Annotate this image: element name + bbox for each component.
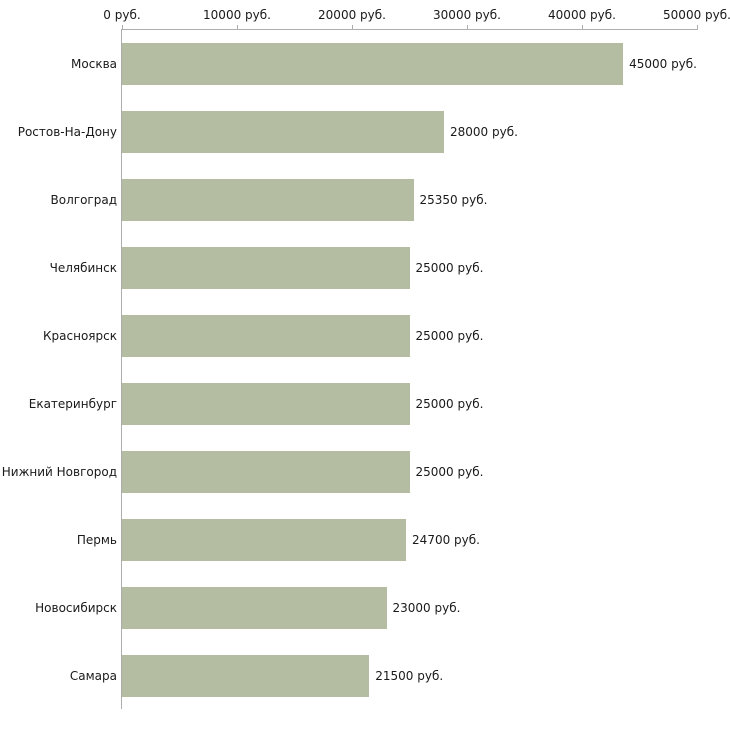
x-axis-tick-label: 10000 руб. <box>203 8 271 22</box>
x-axis-tick-label: 50000 руб. <box>663 8 730 22</box>
value-label: 25000 руб. <box>415 329 484 343</box>
category-label: Новосибирск <box>35 601 117 615</box>
category-label: Москва <box>71 57 117 71</box>
category-label: Екатеринбург <box>28 397 117 411</box>
bar-row: Ростов-На-Дону 28000 руб. <box>18 98 697 166</box>
bar-rows: Москва 45000 руб. Ростов-На-Дону 28000 руб.… <box>2 30 697 710</box>
bar <box>122 383 410 425</box>
bar <box>122 655 370 697</box>
bar <box>122 179 414 221</box>
bar <box>122 43 624 85</box>
category-label: Пермь <box>76 533 117 547</box>
category-label: Красноярск <box>43 329 117 343</box>
bar <box>122 587 387 629</box>
category-label: Волгоград <box>50 193 117 207</box>
x-axis-tick-mark <box>352 25 353 30</box>
bar-row: Волгоград 25350 руб. <box>51 166 697 234</box>
bar-row: Нижний Новгород 25000 руб. <box>2 438 697 506</box>
bar-row: Челябинск 25000 руб. <box>50 234 697 302</box>
value-label: 25000 руб. <box>415 465 484 479</box>
x-axis-tick-label: 30000 руб. <box>433 8 501 22</box>
bar <box>122 451 410 493</box>
bar-row: Москва 45000 руб. <box>71 30 697 98</box>
x-axis-tick-mark <box>122 25 123 30</box>
x-axis-tick-mark <box>697 25 698 30</box>
value-label: 25000 руб. <box>415 261 484 275</box>
bar-row: Пермь 24700 руб. <box>77 506 697 574</box>
category-label: Челябинск <box>49 261 117 275</box>
value-label: 23000 руб. <box>392 601 461 615</box>
x-axis-tick-label: 40000 руб. <box>548 8 616 22</box>
bar-row: Новосибирск 23000 руб. <box>35 574 697 642</box>
value-label: 28000 руб. <box>450 125 518 139</box>
bar-row: Екатеринбург 25000 руб. <box>29 370 697 438</box>
bar-row: Красноярск 25000 руб. <box>43 302 697 370</box>
category-label: Самара <box>69 669 117 683</box>
x-axis-tick-mark <box>237 25 238 30</box>
x-axis-tick-label: 20000 руб. <box>318 8 386 22</box>
x-axis-tick-label: 0 руб. <box>103 8 141 22</box>
category-label: Ростов-На-Дону <box>17 125 117 139</box>
value-label: 25000 руб. <box>415 397 484 411</box>
x-axis-tick-mark <box>582 25 583 30</box>
bar <box>122 519 407 561</box>
value-label: 25350 руб. <box>419 193 488 207</box>
bar <box>122 247 410 289</box>
category-label: Нижний Новгород <box>1 465 117 479</box>
bar <box>122 111 444 153</box>
value-label: 24700 руб. <box>412 533 480 547</box>
plot-area: 0 руб. 10000 руб. 20000 руб. 30000 руб. 4000… <box>2 8 730 710</box>
x-axis-tick-mark <box>467 25 468 30</box>
value-label: 45000 руб. <box>629 57 697 71</box>
value-label: 21500 руб. <box>375 669 444 683</box>
bar <box>122 315 410 357</box>
bar-row: Самара 21500 руб. <box>70 642 697 710</box>
